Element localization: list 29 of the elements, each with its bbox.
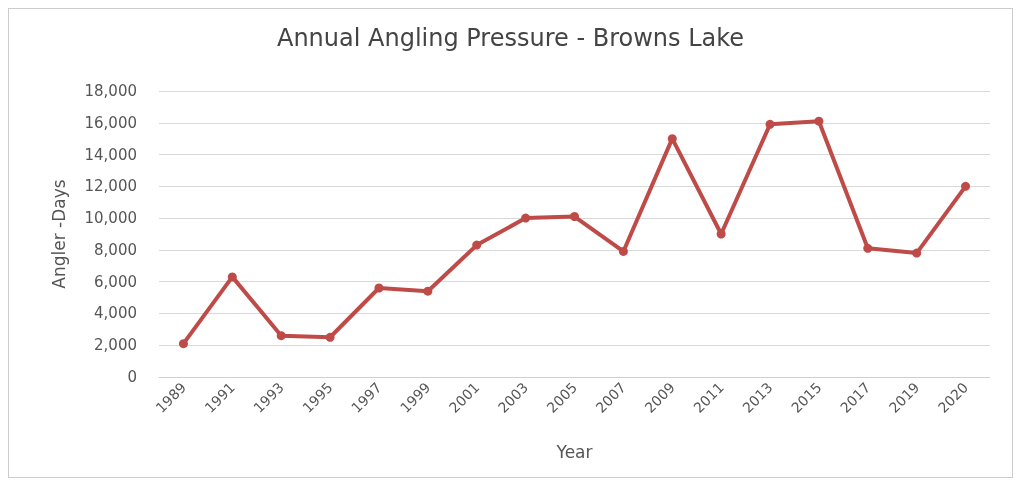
point (374, 283, 384, 293)
y-tick-label: 12,000 (84, 177, 137, 196)
y-tick-label: 18,000 (84, 82, 137, 100)
y-tick-label: 8,000 (94, 240, 137, 259)
y-tick-label: 2,000 (94, 336, 137, 355)
point (178, 339, 188, 349)
y-tick-label: 10,000 (84, 209, 137, 228)
point (814, 116, 824, 126)
y-tick-label: 4,000 (94, 304, 137, 323)
point (618, 246, 628, 256)
point (472, 240, 482, 250)
point (912, 248, 922, 258)
y-tick-label: 14,000 (84, 145, 137, 164)
point (227, 272, 237, 282)
y-tick-label: 6,000 (94, 272, 137, 291)
chart-title: Annual Angling Pressure - Browns Lake (276, 24, 745, 52)
y-tick-label: 0 (127, 368, 137, 386)
point (961, 181, 971, 191)
point (570, 212, 579, 222)
point (423, 286, 433, 296)
point (667, 134, 677, 144)
point (325, 332, 335, 342)
point (521, 213, 531, 223)
point (863, 243, 873, 253)
point (765, 119, 775, 129)
y-tick-label: 16,000 (84, 113, 137, 132)
x-axis-title: Year (555, 441, 593, 462)
y-axis-title: Angler -Days (48, 179, 69, 289)
point (276, 331, 286, 341)
